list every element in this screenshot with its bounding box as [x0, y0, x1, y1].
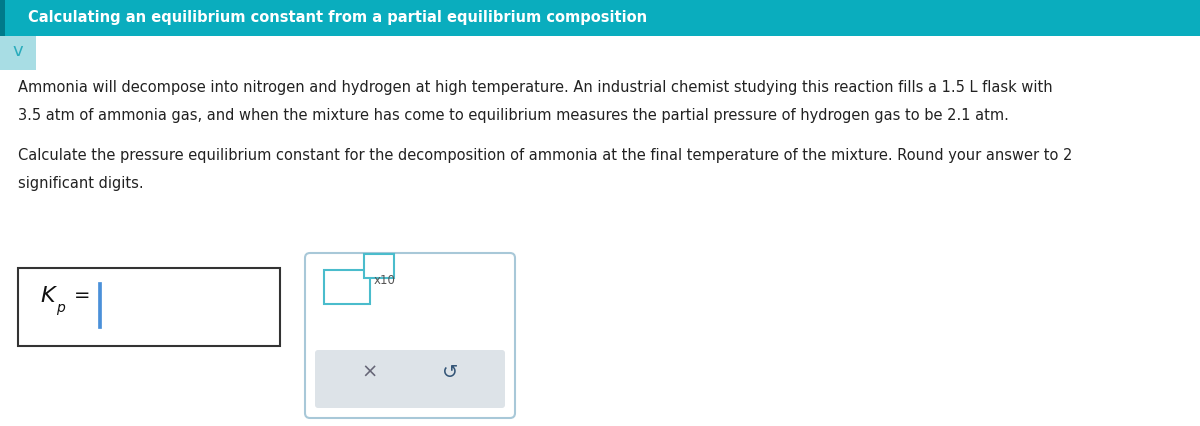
Text: x10: x10	[374, 274, 396, 287]
Text: ↺: ↺	[443, 363, 458, 382]
Text: significant digits.: significant digits.	[18, 176, 144, 191]
Bar	[364, 254, 394, 278]
Text: =: =	[74, 286, 90, 305]
FancyBboxPatch shape	[305, 253, 515, 418]
Bar	[0, 0, 5, 36]
Text: $p$: $p$	[56, 302, 66, 317]
Text: ×: ×	[361, 363, 378, 382]
Bar	[0, 36, 36, 70]
Text: Calculate the pressure equilibrium constant for the decomposition of ammonia at : Calculate the pressure equilibrium const…	[18, 148, 1073, 163]
Bar	[18, 268, 280, 346]
Text: $K$: $K$	[40, 286, 58, 306]
Text: v: v	[12, 42, 23, 60]
Text: 3.5 atm of ammonia gas, and when the mixture has come to equilibrium measures th: 3.5 atm of ammonia gas, and when the mix…	[18, 108, 1009, 123]
FancyBboxPatch shape	[314, 350, 505, 408]
Text: Calculating an equilibrium constant from a partial equilibrium composition: Calculating an equilibrium constant from…	[28, 10, 647, 25]
Text: Ammonia will decompose into nitrogen and hydrogen at high temperature. An indust: Ammonia will decompose into nitrogen and…	[18, 80, 1052, 95]
Bar	[0, 0, 1200, 36]
Bar	[324, 270, 370, 304]
Bar	[98, 282, 101, 328]
